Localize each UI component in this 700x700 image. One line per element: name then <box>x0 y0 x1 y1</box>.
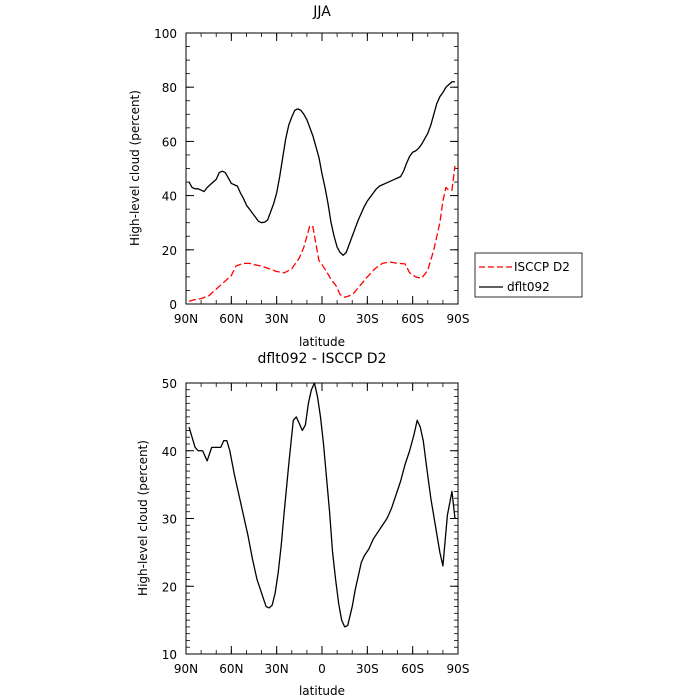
series-line-difference <box>188 382 456 628</box>
x-tick-label: 60S <box>401 312 424 326</box>
y-tick-label: 40 <box>162 190 177 204</box>
x-tick-label: 60N <box>219 312 243 326</box>
y-tick-label: 20 <box>162 244 177 258</box>
y-tick-label: 0 <box>169 298 177 312</box>
chart-title-jja: JJA <box>312 4 331 20</box>
x-axis-label: latitude <box>299 684 345 698</box>
x-tick-label: 30S <box>356 312 379 326</box>
y-tick-label: 40 <box>162 445 177 459</box>
x-tick-labels: 90N 60N 30N 0 30S 60S 90S <box>174 312 470 326</box>
x-tick-label: 90S <box>447 312 470 326</box>
panel-difference: dflt092 - ISCCP D2 90N 60N 30N 0 30S 60S 90S 1… <box>136 351 469 698</box>
legend-label-dflt092: dflt092 <box>507 280 550 294</box>
plot-frame <box>185 382 459 655</box>
y-tick-label: 100 <box>154 27 177 41</box>
chart-title-difference: dflt092 - ISCCP D2 <box>257 351 386 367</box>
panel-jja: JJA 90N 60N 30N 0 30S 60S 90S 0 20 40 60 80 100 lat… <box>128 4 469 349</box>
y-tick-label: 20 <box>162 580 177 594</box>
legend: ISCCP D2 dflt092 <box>474 252 583 298</box>
x-tick-label: 30S <box>356 662 379 676</box>
x-axis-label: latitude <box>299 335 345 349</box>
x-tick-label: 30N <box>265 662 289 676</box>
series-lines <box>188 382 456 628</box>
tick-marks <box>185 32 459 305</box>
x-tick-labels: 90N 60N 30N 0 30S 60S 90S <box>174 662 470 676</box>
series-line-dflt092 <box>188 81 455 256</box>
y-axis-label: High-level cloud (percent) <box>128 90 142 246</box>
legend-label-isccp: ISCCP D2 <box>514 260 570 274</box>
y-tick-label: 50 <box>162 377 177 391</box>
y-tick-labels: 10 20 30 40 50 <box>162 377 177 662</box>
x-tick-label: 90N <box>174 312 198 326</box>
x-tick-label: 0 <box>318 662 326 676</box>
x-tick-label: 90S <box>447 662 470 676</box>
y-tick-labels: 0 20 40 60 80 100 <box>154 27 177 312</box>
y-tick-label: 30 <box>162 513 177 527</box>
tick-marks <box>185 382 459 655</box>
x-tick-label: 90N <box>174 662 198 676</box>
y-tick-label: 10 <box>162 648 177 662</box>
series-line-isccp-d2 <box>188 165 456 302</box>
x-tick-label: 60S <box>401 662 424 676</box>
plot-frame <box>185 32 459 305</box>
x-tick-label: 0 <box>318 312 326 326</box>
y-tick-label: 60 <box>162 135 177 149</box>
legend-box <box>474 252 583 298</box>
y-tick-label: 80 <box>162 81 177 95</box>
y-axis-label: High-level cloud (percent) <box>136 440 150 596</box>
x-tick-label: 30N <box>265 312 289 326</box>
x-tick-label: 60N <box>219 662 243 676</box>
series-lines <box>188 81 456 302</box>
